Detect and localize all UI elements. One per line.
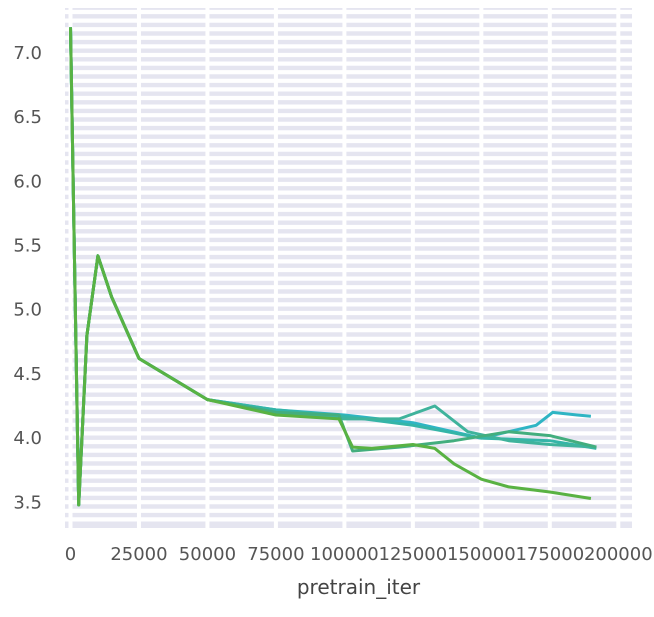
x-tick-label: 75000 [247,544,304,565]
grid-lines [65,8,632,528]
x-tick-label: 150000 [447,544,516,565]
x-tick-labels: 0 25000 50000 75000 100000 125000 150000 175000… [65,544,653,565]
series-layer [69,27,597,507]
x-tick-label: 50000 [179,544,236,565]
y-tick-label: 4.5 [13,364,42,385]
y-tick-label: 6.5 [13,107,42,128]
y-tick-label: 6.0 [13,171,42,192]
series-line-5 [69,27,592,507]
x-axis-title: pretrain_iter [297,575,421,599]
x-tick-label: 125000 [379,544,448,565]
x-tick-label: 175000 [515,544,584,565]
y-tick-label: 7.0 [13,43,42,64]
y-tick-label: 5.0 [13,300,42,321]
y-tick-labels: 3.5 4.0 4.5 5.0 5.5 6.0 6.5 7.0 [13,43,42,513]
y-tick-label: 5.5 [13,236,42,257]
x-tick-label: 200000 [584,544,653,565]
x-tick-label: 0 [65,544,76,565]
x-tick-label: 25000 [110,544,167,565]
y-tick-label: 4.0 [13,428,42,449]
x-tick-label: 100000 [310,544,379,565]
y-tick-label: 3.5 [13,492,42,513]
